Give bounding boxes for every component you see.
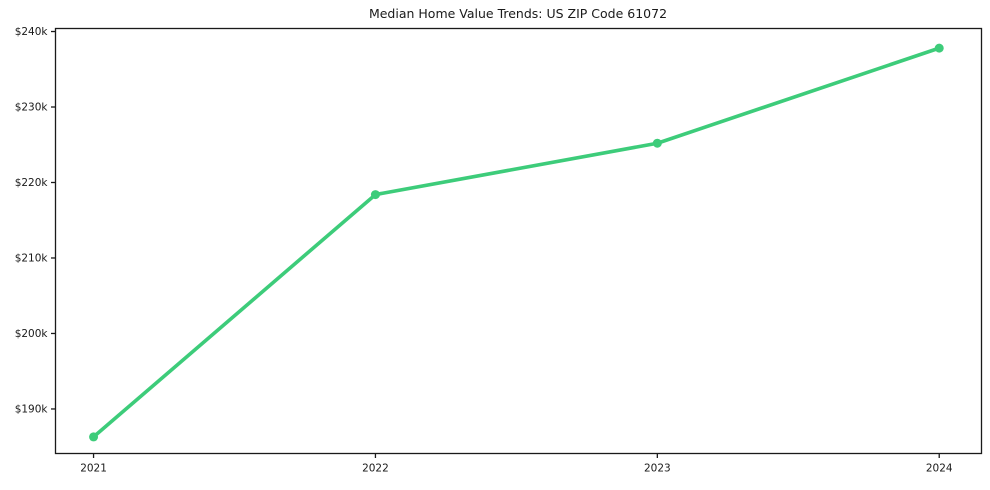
- plot-area: 2021 2022 2023 2024 $190k $200k $210k $220k $230…: [15, 26, 983, 475]
- y-tick-label: $240k: [15, 26, 49, 38]
- x-tick-label: 2021: [80, 463, 107, 475]
- x-tick-label: 2023: [644, 463, 671, 475]
- data-point-marker: [652, 138, 662, 148]
- y-tick-label: $210k: [15, 252, 49, 264]
- y-tick-label: $200k: [15, 328, 49, 340]
- data-point-marker: [934, 43, 944, 53]
- y-tick-label: $230k: [15, 102, 49, 114]
- plot-border: [54, 27, 983, 455]
- data-point-marker: [89, 432, 99, 442]
- chart-title: Median Home Value Trends: US ZIP Code 61…: [369, 6, 667, 21]
- x-tick-label: 2022: [362, 463, 389, 475]
- y-tick-label: $190k: [15, 403, 49, 415]
- series-line: [91, 46, 942, 439]
- y-tick-label: $220k: [15, 177, 49, 189]
- x-tick-label: 2024: [926, 463, 953, 475]
- data-point-marker: [370, 190, 380, 200]
